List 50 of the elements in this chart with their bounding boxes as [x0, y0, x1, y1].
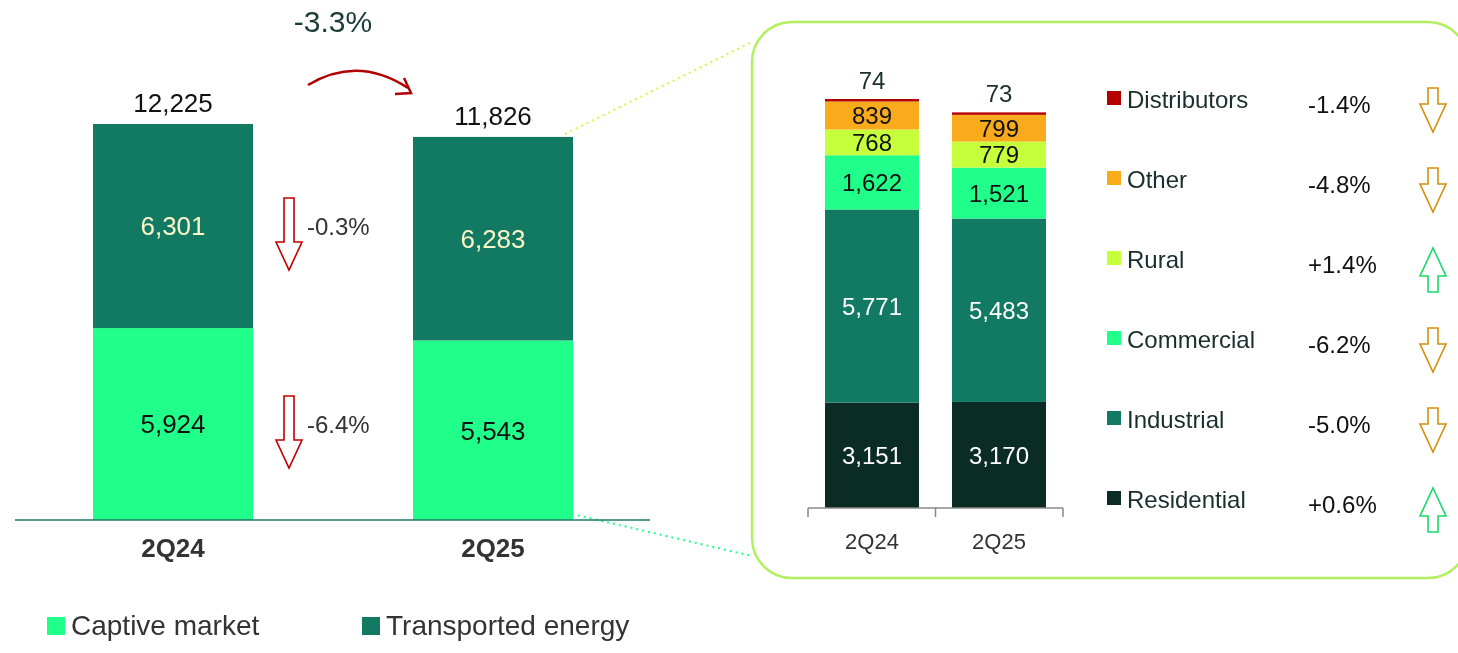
text: +1.4%	[1308, 251, 1377, 278]
bar	[413, 136, 573, 341]
text: -3.3%	[293, 5, 373, 38]
bar	[825, 209, 919, 403]
legend-label: Distributors	[1127, 86, 1249, 113]
bar	[93, 328, 253, 520]
bar	[952, 112, 1046, 115]
legend-label: Captive market	[71, 610, 260, 641]
data-label: 799	[978, 114, 1020, 142]
text: -6.2%	[1308, 331, 1371, 358]
data-label: 6,283	[460, 224, 526, 255]
data-label: 5,771	[841, 292, 903, 320]
data-label: 5,543	[460, 415, 526, 446]
legend-label: Residential	[1127, 486, 1246, 513]
annotation: -0.3%	[307, 213, 370, 241]
legend-label: Commercial	[1127, 326, 1256, 353]
x-tick-label: 2Q24	[141, 533, 206, 563]
data-label: 3,151	[841, 441, 903, 469]
x-tick-label: 2Q25	[972, 529, 1026, 554]
data-label: 768	[851, 129, 893, 157]
data-label: 1,521	[968, 179, 1030, 207]
total-label: 12,225	[133, 88, 213, 118]
total-label: 11,826	[454, 100, 532, 131]
text: -4.8%	[1308, 171, 1371, 198]
bar	[952, 167, 1046, 219]
x-tick-label: 2Q25	[461, 533, 525, 563]
bar	[413, 340, 573, 520]
text: -1.4%	[1308, 91, 1371, 118]
text: +0.6%	[1308, 491, 1377, 518]
data-label: 1,622	[841, 169, 903, 197]
legend-label: Industrial	[1127, 406, 1225, 433]
x-tick-label: 2Q24	[845, 529, 899, 554]
data-label: 6,301	[140, 211, 206, 242]
data-label: 5,483	[968, 296, 1030, 324]
data-label: 839	[851, 102, 893, 130]
legend-label: Transported energy	[386, 610, 630, 641]
legend-label: Other	[1127, 166, 1188, 193]
data-label: 3,170	[968, 441, 1030, 469]
bar	[825, 155, 919, 210]
annotation: -6.4%	[307, 411, 370, 439]
bar	[952, 218, 1046, 402]
data-label: 779	[978, 141, 1020, 169]
legend-label: Rural	[1127, 246, 1185, 273]
data-label: 5,924	[140, 409, 206, 440]
data-label: 74	[858, 67, 886, 94]
bar	[825, 402, 919, 508]
bar	[952, 401, 1046, 508]
text: -5.0%	[1308, 411, 1371, 438]
data-label: 73	[985, 80, 1013, 108]
bar	[93, 124, 253, 329]
